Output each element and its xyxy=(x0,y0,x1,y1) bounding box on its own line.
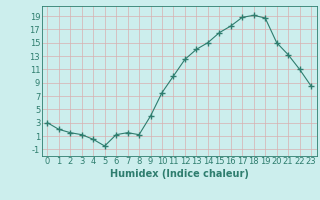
X-axis label: Humidex (Indice chaleur): Humidex (Indice chaleur) xyxy=(110,169,249,179)
